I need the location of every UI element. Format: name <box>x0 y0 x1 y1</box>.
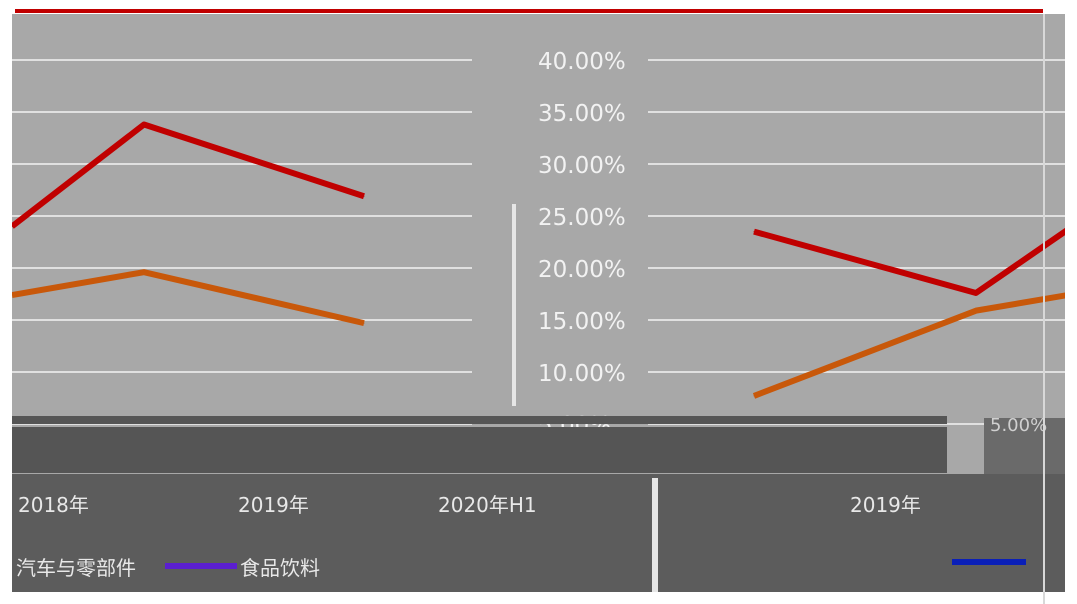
x-label-0: 2018年 <box>18 493 89 517</box>
bottom-band <box>12 474 1065 592</box>
chart-frame: 40.00% 35.00% 30.00% 25.00% 20.00% 15.00% 10.0… <box>12 14 1065 592</box>
right-tick-box <box>984 418 1065 474</box>
line-chart: 40.00% 35.00% 30.00% 25.00% 20.00% 15.00% 10.0… <box>12 49 1065 439</box>
y-tick-label-3: 25.00% <box>538 205 626 231</box>
left-point-0-0 <box>12 225 13 227</box>
right-edge <box>1043 14 1045 604</box>
left-point-1-1 <box>143 271 145 273</box>
y-tick-label-1: 35.00% <box>538 101 626 127</box>
right-series-1 <box>752 292 1065 399</box>
right-tick-label: 5.00% <box>990 415 1048 436</box>
panel-separator <box>652 478 658 592</box>
scrollbar-track <box>12 416 947 424</box>
legend-line-2 <box>952 559 1026 565</box>
top-accent-bar <box>15 9 1043 13</box>
x-label-right-0: 2019年 <box>850 493 921 517</box>
right-point-1-0 <box>753 395 755 397</box>
left-point-0-2 <box>363 195 365 197</box>
y-tick-label-4: 20.00% <box>538 257 626 283</box>
y-tick-label-0: 40.00% <box>538 49 626 75</box>
right-series-0 <box>753 227 1065 296</box>
x-label-2: 2020年H1 <box>438 493 537 517</box>
left-point-1-0 <box>12 294 13 296</box>
left-series-0 <box>12 121 365 229</box>
x-label-1: 2019年 <box>238 493 309 517</box>
left-point-1-2 <box>363 322 365 324</box>
left-point-0-1 <box>143 123 145 125</box>
legend-label-0: 汽车与零部件 <box>16 556 136 580</box>
left-series-1 <box>12 269 365 327</box>
right-point-0-1 <box>975 292 977 294</box>
y-tick-label-6: 10.00% <box>538 361 626 387</box>
legend-label-1: 食品饮料 <box>240 556 320 580</box>
right-point-1-1 <box>975 310 977 312</box>
legend-line-1 <box>165 563 237 569</box>
divider-strip <box>12 427 947 473</box>
right-point-0-0 <box>753 231 755 233</box>
y-tick-label-5: 15.00% <box>538 309 626 335</box>
y-tick-label-2: 30.00% <box>538 153 626 179</box>
